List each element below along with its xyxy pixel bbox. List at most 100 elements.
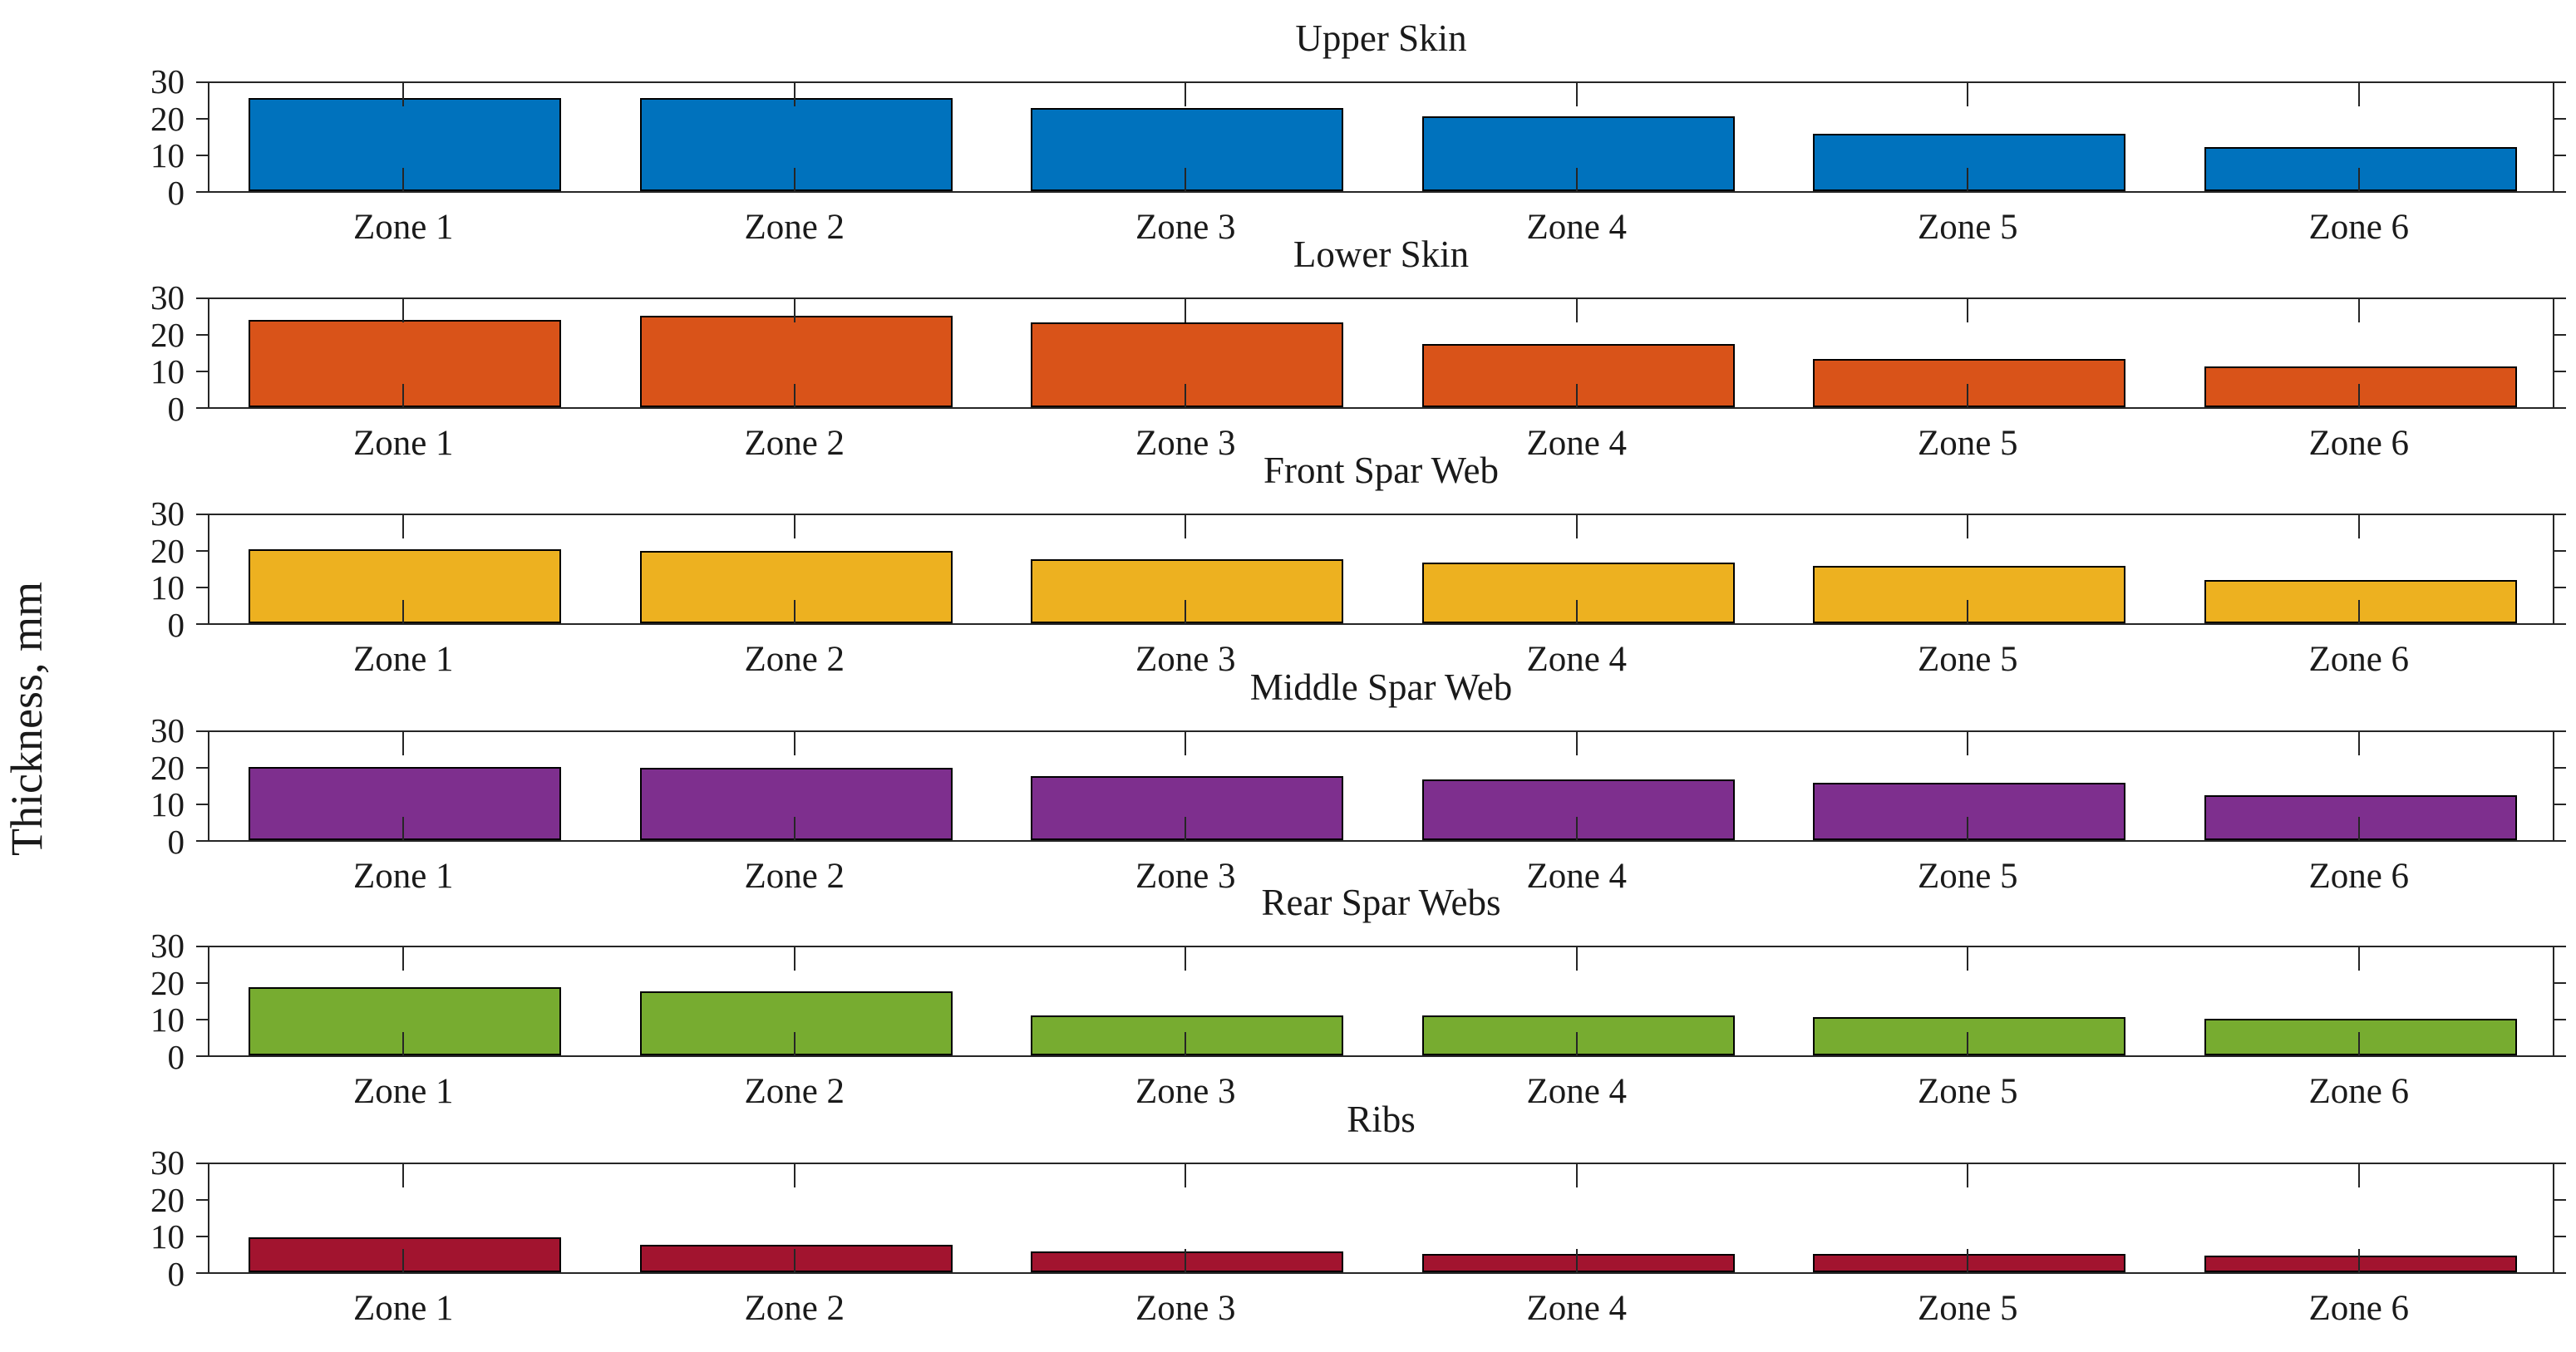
y-tick-right bbox=[2554, 840, 2566, 842]
bar-zone-6 bbox=[2204, 366, 2517, 407]
bar-zone-3 bbox=[1031, 322, 1344, 407]
x-tick-bottom bbox=[1967, 1032, 1969, 1055]
x-tick-bottom bbox=[1185, 384, 1187, 407]
x-tick-bottom bbox=[1575, 168, 1578, 191]
x-tick-top bbox=[402, 83, 405, 106]
x-tick-label: Zone 1 bbox=[352, 857, 454, 896]
y-tick-right bbox=[2554, 333, 2566, 336]
y-tick-left bbox=[196, 1163, 208, 1164]
bar-zone-4 bbox=[1421, 1254, 1735, 1272]
x-tick-top bbox=[402, 732, 405, 755]
x-tick-label: Zone 3 bbox=[1135, 1072, 1236, 1111]
x-tick-label: Zone 4 bbox=[1526, 208, 1628, 247]
x-tick-top bbox=[2357, 947, 2360, 971]
x-tick-label: Zone 2 bbox=[744, 1072, 845, 1111]
bar-zone-3 bbox=[1031, 108, 1344, 191]
x-tick-bottom bbox=[402, 1249, 405, 1272]
x-tick-label: Zone 4 bbox=[1526, 424, 1628, 463]
bar-zone-5 bbox=[1813, 359, 2126, 407]
y-tick-right bbox=[2554, 155, 2566, 157]
x-tick-top bbox=[2357, 83, 2360, 106]
y-tick-right bbox=[2554, 623, 2566, 625]
x-tick-bottom bbox=[1967, 384, 1969, 407]
x-tick-label: Zone 6 bbox=[2308, 857, 2410, 896]
y-tick-right bbox=[2554, 191, 2566, 193]
x-tick-top bbox=[1575, 732, 1578, 755]
x-tick-bottom bbox=[1967, 817, 1969, 840]
x-tick-top bbox=[2357, 515, 2360, 538]
subplot-title: Rear Spar Webs bbox=[1261, 882, 1501, 923]
y-tick-left bbox=[196, 549, 208, 552]
x-tick-top bbox=[1575, 1164, 1578, 1187]
bar-zone-2 bbox=[639, 768, 953, 840]
x-tick-bottom bbox=[1185, 1032, 1187, 1055]
y-tick-right bbox=[2554, 1163, 2566, 1164]
bar-zone-1 bbox=[249, 987, 562, 1055]
x-tick-label: Zone 6 bbox=[2308, 208, 2410, 247]
bar-zone-4 bbox=[1421, 344, 1735, 407]
y-tick-label: 10 bbox=[150, 136, 185, 175]
axes-box bbox=[208, 946, 2554, 1057]
x-tick-label: Zone 4 bbox=[1526, 1072, 1628, 1111]
x-tick-label: Zone 4 bbox=[1526, 1289, 1628, 1328]
y-tick-right bbox=[2554, 514, 2566, 515]
x-tick-bottom bbox=[402, 600, 405, 623]
bar-zone-2 bbox=[639, 316, 953, 407]
x-tick-bottom bbox=[793, 1032, 795, 1055]
y-tick-label: 0 bbox=[167, 823, 185, 861]
y-tick-right bbox=[2554, 946, 2566, 947]
x-tick-label: Zone 2 bbox=[744, 424, 845, 463]
y-tick-label: 0 bbox=[167, 390, 185, 428]
x-tick-bottom bbox=[1185, 168, 1187, 191]
x-tick-label: Zone 3 bbox=[1135, 857, 1236, 896]
x-tick-bottom bbox=[1185, 1249, 1187, 1272]
y-tick-right bbox=[2554, 297, 2566, 299]
x-tick-bottom bbox=[1185, 600, 1187, 623]
y-tick-left bbox=[196, 407, 208, 409]
axes-box bbox=[208, 1163, 2554, 1274]
bar-zone-6 bbox=[2204, 580, 2517, 623]
axes-box bbox=[208, 81, 2554, 193]
x-tick-top bbox=[1967, 83, 1969, 106]
x-tick-top bbox=[793, 1164, 795, 1187]
y-tick-left bbox=[196, 981, 208, 984]
bar-zone-1 bbox=[249, 320, 562, 407]
bar-zone-2 bbox=[639, 98, 953, 191]
y-tick-label: 30 bbox=[150, 927, 185, 965]
x-tick-label: Zone 6 bbox=[2308, 640, 2410, 679]
x-tick-top bbox=[1967, 515, 1969, 538]
y-tick-label: 20 bbox=[150, 963, 185, 1002]
x-tick-bottom bbox=[1575, 817, 1578, 840]
bar-zone-5 bbox=[1813, 783, 2126, 840]
x-tick-bottom bbox=[1575, 384, 1578, 407]
bar-zone-6 bbox=[2204, 795, 2517, 840]
y-tick-right bbox=[2554, 730, 2566, 732]
y-tick-right bbox=[2554, 407, 2566, 409]
x-tick-top bbox=[793, 732, 795, 755]
y-tick-left bbox=[196, 1198, 208, 1201]
bar-zone-1 bbox=[249, 98, 562, 191]
x-tick-top bbox=[1967, 299, 1969, 322]
x-tick-bottom bbox=[1967, 1249, 1969, 1272]
x-tick-bottom bbox=[2357, 1032, 2360, 1055]
y-tick-left bbox=[196, 766, 208, 769]
x-tick-bottom bbox=[1575, 1032, 1578, 1055]
bar-zone-5 bbox=[1813, 1017, 2126, 1055]
x-tick-label: Zone 2 bbox=[744, 1289, 845, 1328]
x-tick-label: Zone 4 bbox=[1526, 857, 1628, 896]
x-tick-label: Zone 5 bbox=[1917, 857, 2018, 896]
x-tick-top bbox=[793, 83, 795, 106]
bar-zone-2 bbox=[639, 551, 953, 623]
y-tick-left bbox=[196, 1236, 208, 1238]
bar-zone-3 bbox=[1031, 1015, 1344, 1055]
y-tick-label: 0 bbox=[167, 1038, 185, 1076]
bar-zone-3 bbox=[1031, 776, 1344, 840]
x-tick-bottom bbox=[1967, 600, 1969, 623]
axes-box bbox=[208, 297, 2554, 409]
subplot-title: Ribs bbox=[1347, 1099, 1416, 1140]
x-tick-top bbox=[1575, 83, 1578, 106]
y-tick-right bbox=[2554, 1019, 2566, 1021]
x-tick-label: Zone 4 bbox=[1526, 640, 1628, 679]
y-tick-left bbox=[196, 623, 208, 625]
bar-zone-5 bbox=[1813, 1254, 2126, 1272]
